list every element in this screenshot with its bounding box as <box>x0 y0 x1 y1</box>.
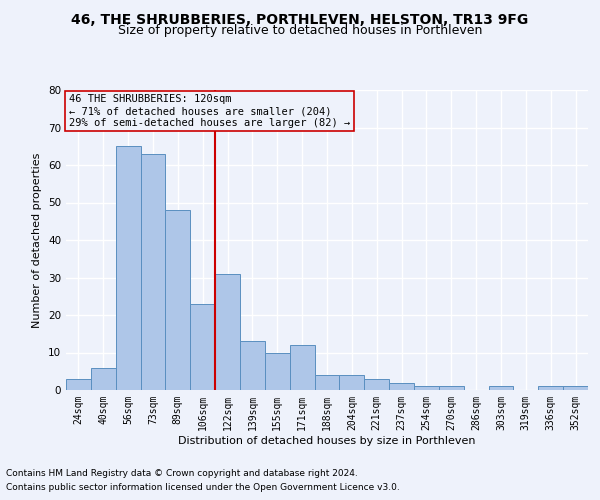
Bar <box>364 379 389 390</box>
Text: 46 THE SHRUBBERIES: 120sqm
← 71% of detached houses are smaller (204)
29% of sem: 46 THE SHRUBBERIES: 120sqm ← 71% of deta… <box>68 94 350 128</box>
Text: Contains public sector information licensed under the Open Government Licence v3: Contains public sector information licen… <box>6 484 400 492</box>
Bar <box>439 386 464 390</box>
Bar <box>538 386 563 390</box>
Bar <box>140 154 166 390</box>
X-axis label: Distribution of detached houses by size in Porthleven: Distribution of detached houses by size … <box>178 436 476 446</box>
Bar <box>166 210 190 390</box>
Bar <box>240 341 265 390</box>
Y-axis label: Number of detached properties: Number of detached properties <box>32 152 43 328</box>
Bar <box>116 146 140 390</box>
Bar <box>389 382 414 390</box>
Bar <box>563 386 588 390</box>
Bar <box>488 386 514 390</box>
Bar <box>190 304 215 390</box>
Bar <box>265 352 290 390</box>
Text: Size of property relative to detached houses in Porthleven: Size of property relative to detached ho… <box>118 24 482 37</box>
Bar <box>290 345 314 390</box>
Bar <box>414 386 439 390</box>
Text: 46, THE SHRUBBERIES, PORTHLEVEN, HELSTON, TR13 9FG: 46, THE SHRUBBERIES, PORTHLEVEN, HELSTON… <box>71 12 529 26</box>
Text: Contains HM Land Registry data © Crown copyright and database right 2024.: Contains HM Land Registry data © Crown c… <box>6 468 358 477</box>
Bar <box>66 379 91 390</box>
Bar <box>340 375 364 390</box>
Bar <box>215 274 240 390</box>
Bar <box>91 368 116 390</box>
Bar <box>314 375 340 390</box>
